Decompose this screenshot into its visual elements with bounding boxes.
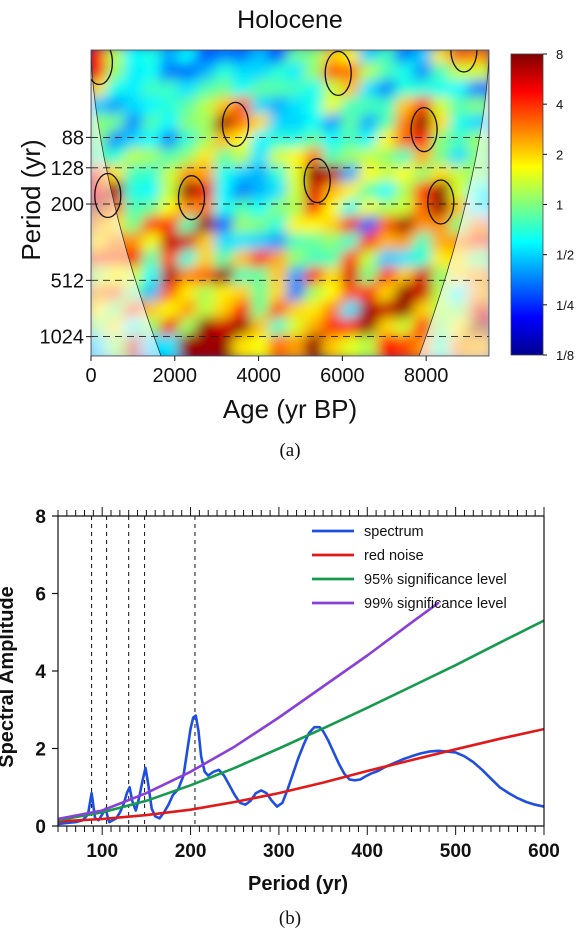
x-tick-label: 500 [440, 841, 472, 862]
y-tick-label: 0 [35, 817, 46, 838]
y-tick-label: 128 [51, 158, 84, 180]
heatmap-y-ticks: 88 128 200 512 1024 [40, 127, 91, 349]
legend-label: 99% significance level [364, 596, 507, 612]
spectrum-y-label: Spectral Amplitude [0, 586, 18, 768]
y-tick-label: 8 [35, 507, 46, 528]
x-tick-label: 400 [351, 841, 383, 862]
x-tick-label: 0 [85, 365, 96, 387]
legend-label: spectrum [364, 524, 424, 540]
x-tick-label: 6000 [320, 365, 365, 387]
significance-contour [177, 175, 206, 221]
y-tick-label: 88 [62, 127, 84, 149]
spectrum-series [58, 601, 544, 826]
legend: spectrum red noise 95% significance level 9… [312, 524, 507, 612]
significance-contour [303, 158, 331, 204]
cone-of-influence-right [418, 50, 489, 356]
cone-of-influence-left [91, 50, 162, 356]
x-tick-label: 100 [86, 841, 118, 862]
legend-label: 95% significance level [364, 572, 507, 588]
y-tick-label: 2 [35, 740, 46, 761]
x-tick-label: 4000 [236, 365, 281, 387]
heatmap-title: Holocene [237, 6, 343, 34]
spectrum-minor-ticks [57, 507, 545, 835]
heatmap-y-label: Period (yr) [16, 139, 46, 260]
colorbar-tick-label: 4 [556, 97, 563, 112]
spectrum-x-ticks: 100 200 300 400 500 600 [86, 841, 560, 862]
x-tick-label: 300 [263, 841, 295, 862]
colorbar-tick-label: 1/8 [556, 348, 574, 363]
colorbar-tick-label: 8 [556, 47, 563, 62]
y-tick-label: 1024 [40, 327, 85, 349]
significance-contour [94, 172, 122, 219]
heatmap-frame [90, 49, 490, 357]
y-tick-label: 6 [35, 585, 46, 606]
significance-contour [324, 50, 352, 97]
y-tick-label: 4 [35, 662, 46, 683]
spectrum-reference-lines [91, 516, 196, 826]
x-tick-label: 2000 [153, 365, 198, 387]
spectrum-y-ticks: 0 2 4 6 8 [35, 507, 58, 838]
legend-label: red noise [364, 548, 424, 564]
period-reference-lines [91, 136, 489, 338]
spectrum-plot-area: 100 200 300 400 500 600 0 2 4 6 8 [35, 507, 560, 862]
x-tick-label: 600 [528, 841, 560, 862]
series-line-3 [58, 601, 440, 821]
y-tick-label: 512 [51, 270, 84, 292]
spectrum-axes-frame [57, 515, 545, 827]
colorbar-tick-label: 2 [556, 147, 563, 162]
heatmap-x-ticks: 0 2000 4000 6000 8000 [85, 356, 448, 387]
caption-a: (a) [279, 440, 300, 461]
caption-b: (b) [279, 908, 301, 929]
heatmap-plot-area [91, 50, 489, 356]
spectrum-x-label: Period (yr) [248, 873, 348, 895]
series-line-0 [58, 714, 544, 826]
x-tick-label: 8000 [404, 365, 449, 387]
significance-contour [450, 50, 478, 73]
significance-contour [410, 106, 438, 153]
significance-contour [221, 101, 250, 148]
series-line-2 [58, 619, 544, 822]
colorbar-tick-label: 1 [556, 198, 563, 213]
colorbar-tick-label: 1/2 [556, 248, 574, 263]
colorbar-ticks: 8 4 2 1 1/2 1/4 1/8 [543, 47, 574, 363]
significance-contour [427, 179, 455, 225]
significance-contour [91, 50, 114, 86]
x-tick-label: 200 [175, 841, 207, 862]
colorbar [510, 53, 544, 356]
heatmap-x-label: Age (yr BP) [223, 394, 357, 424]
series-line-1 [58, 727, 544, 823]
y-tick-label: 200 [51, 194, 84, 216]
colorbar-tick-label: 1/4 [556, 298, 574, 313]
significance-contours [91, 50, 478, 225]
heatmap-field [91, 50, 489, 356]
